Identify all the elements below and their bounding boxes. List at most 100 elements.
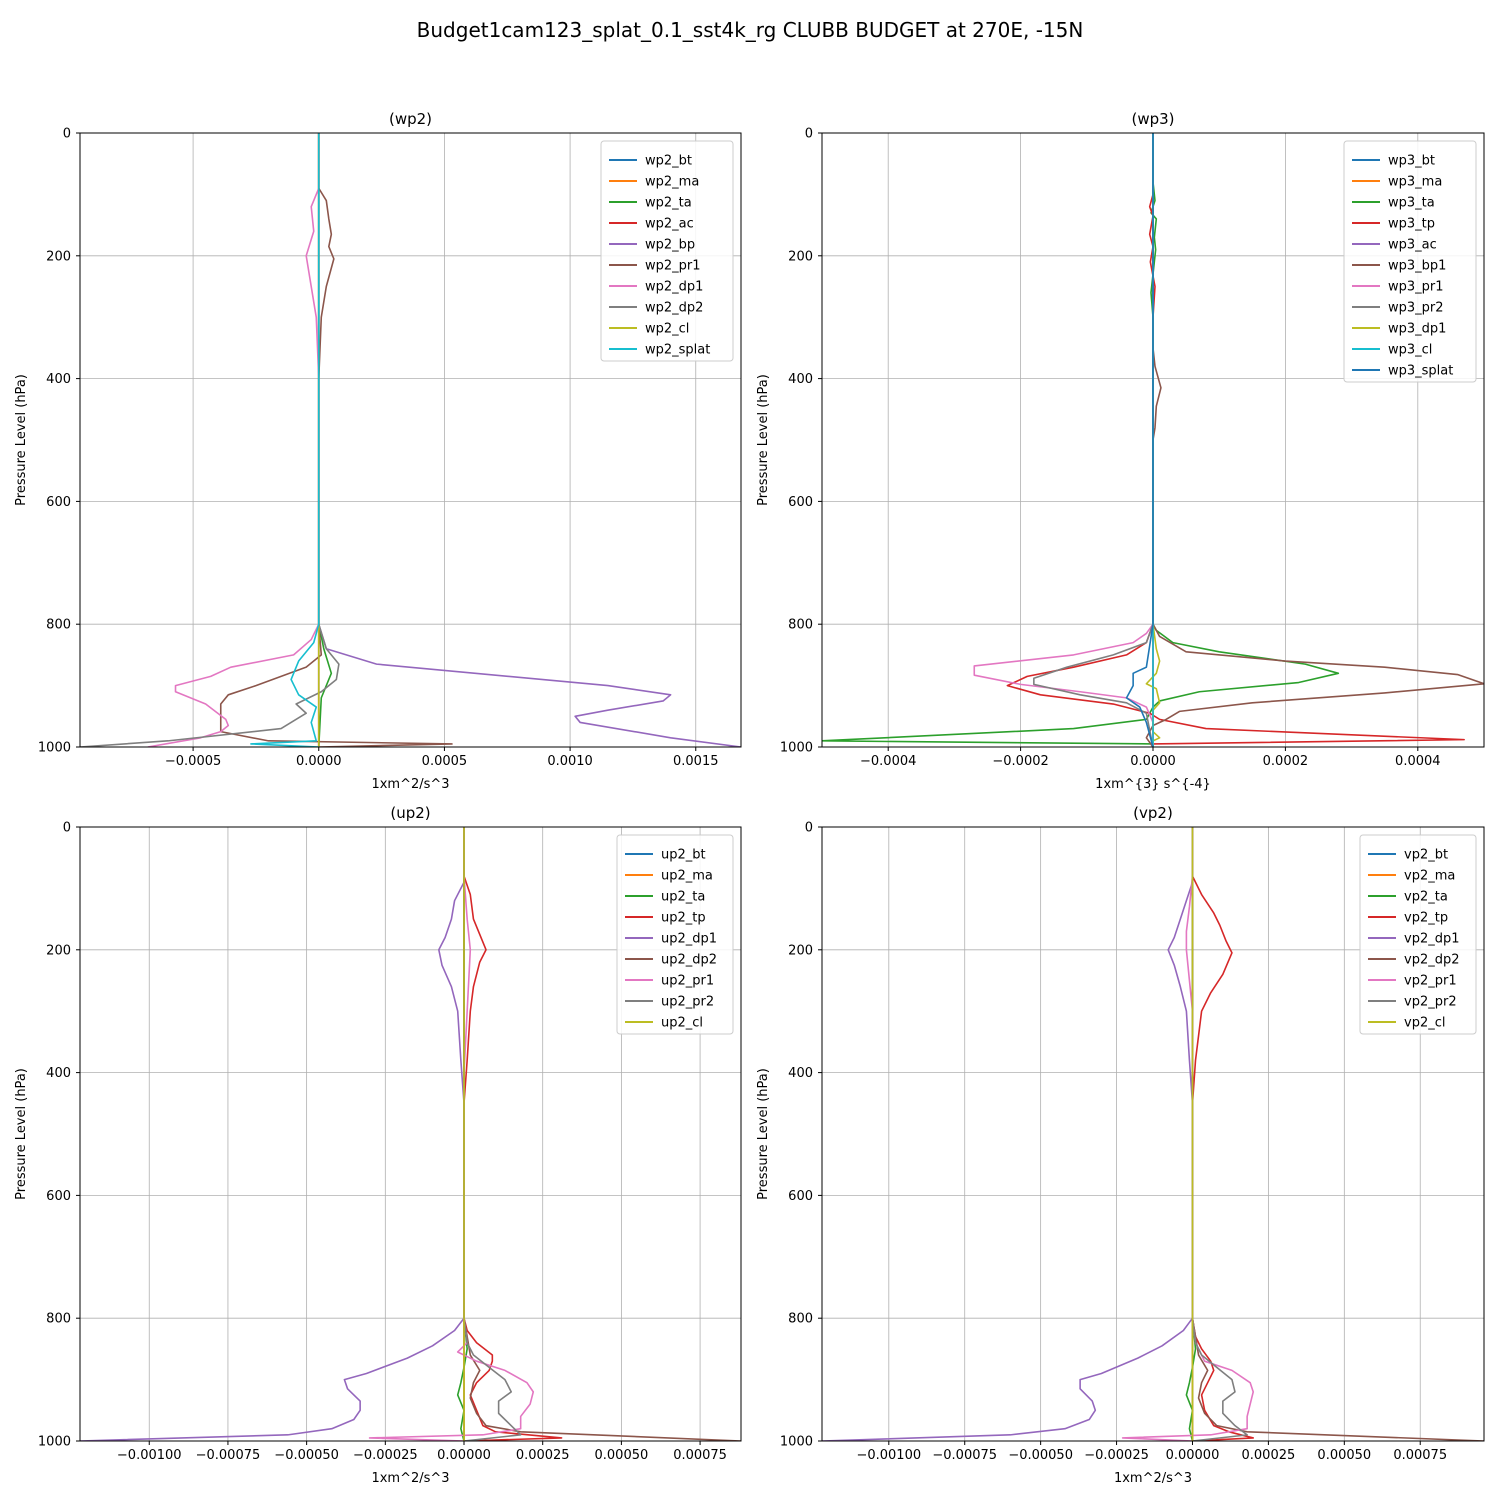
- series-line-wp2_dp1: [147, 133, 320, 747]
- x-tick-label: −0.00075: [932, 1448, 997, 1463]
- legend-entry: up2_ma: [661, 869, 713, 884]
- y-tick-label: 400: [46, 372, 71, 387]
- x-tick-label: −0.00100: [117, 1448, 182, 1463]
- legend-entry: up2_tp: [661, 911, 706, 926]
- y-axis-label: Pressure Level (hPa): [756, 1068, 771, 1200]
- x-tick-label: −0.00050: [274, 1448, 339, 1463]
- legend-entry: wp3_bt: [1388, 154, 1435, 169]
- x-tick-label: −0.00025: [1084, 1448, 1149, 1463]
- y-tick-label: 0: [63, 127, 71, 142]
- legend-entry: wp2_ta: [645, 196, 692, 211]
- x-tick-label: −0.00050: [1008, 1448, 1073, 1463]
- legend-entry: wp3_tp: [1388, 217, 1435, 232]
- subplot-grid: −0.0005 0.0000 0.0005 0.0010 0.0015 0 200 400 60…: [14, 110, 1485, 1486]
- legend-entry: vp2_pr2: [1404, 995, 1457, 1010]
- legend-box: [1359, 834, 1477, 1035]
- legend: up2_bt up2_ma up2_ta up2_tp up2_dp1 up2_dp2up…: [616, 834, 734, 1035]
- y-tick-label: 0: [805, 821, 813, 836]
- legend-entry: up2_pr2: [661, 995, 714, 1010]
- x-axis-label: 1xm^2/s^3: [1114, 1471, 1192, 1486]
- series-line-vp2_pr2: [1191, 827, 1248, 1441]
- series-line-wp3_pr1: [973, 133, 1154, 747]
- x-tick-label: 0.0000: [296, 754, 342, 769]
- x-tick-label: 0.00000: [1166, 1448, 1220, 1463]
- legend: wp2_bt wp2_ma wp2_ta wp2_ac wp2_bp wp2_pr1 wp2…: [600, 140, 734, 362]
- legend-box: [616, 834, 734, 1035]
- x-axis-label: 1xm^2/s^3: [371, 1471, 449, 1486]
- x-tick-label: −0.00075: [196, 1448, 261, 1463]
- subplot-title: (wp2): [389, 110, 432, 128]
- y-tick-label: 200: [788, 249, 813, 264]
- legend-entry: vp2_ta: [1404, 890, 1448, 905]
- legend-entry: up2_bt: [661, 848, 706, 863]
- x-tick-label: 0.00025: [1242, 1448, 1296, 1463]
- y-tick-label: 0: [63, 821, 71, 836]
- subplot-2: −0.0004 −0.0002 0.0000 0.0002 0.0004 0 200 400 6…: [756, 110, 1485, 792]
- y-tick-label: 800: [46, 1312, 71, 1327]
- series-line-wp3_pr2: [1033, 133, 1154, 747]
- y-tick-label: 800: [788, 618, 813, 633]
- legend-entry: wp2_cl: [645, 322, 689, 337]
- x-tick-label: 0.00075: [1393, 1448, 1447, 1463]
- subplot-1: −0.0005 0.0000 0.0005 0.0010 0.0015 0 200 400 60…: [14, 110, 742, 792]
- series-group: [80, 827, 741, 1441]
- y-axis-label: Pressure Level (hPa): [14, 1068, 29, 1200]
- y-tick-label: 1000: [38, 741, 71, 756]
- legend: wp3_bt wp3_ma wp3_ta wp3_tp wp3_ac wp3_bp1 wp3…: [1343, 140, 1477, 383]
- legend-entry: wp3_pr2: [1388, 301, 1444, 316]
- series-line-up2_pr2: [463, 827, 522, 1441]
- y-tick-label: 0: [805, 127, 813, 142]
- legend-entry: vp2_dp2: [1404, 953, 1460, 968]
- series-line-vp2_pr1: [1121, 827, 1255, 1441]
- x-tick-label: 0.0004: [1395, 754, 1441, 769]
- x-tick-label: 0.00025: [516, 1448, 570, 1463]
- x-tick-label: 0.00000: [437, 1448, 491, 1463]
- series-line-vp2_dp1: [822, 827, 1194, 1441]
- figure-title: Budget1cam123_splat_0.1_sst4k_rg CLUBB B…: [417, 18, 1084, 42]
- legend-entry: wp3_dp1: [1388, 322, 1446, 337]
- series-line-up2_dp1: [80, 827, 465, 1441]
- subplot-3: −0.00100 −0.00075 −0.00050 −0.00025 0.00000 0…: [14, 804, 742, 1486]
- legend-entry: vp2_dp1: [1404, 932, 1460, 947]
- subplot-title: (vp2): [1133, 804, 1173, 822]
- legend-entry: wp2_ac: [645, 217, 694, 232]
- y-tick-label: 1000: [38, 1435, 71, 1450]
- y-tick-label: 600: [788, 1189, 813, 1204]
- legend-entry: up2_ta: [661, 890, 705, 905]
- legend-entry: vp2_cl: [1404, 1016, 1445, 1031]
- series-group: [822, 827, 1484, 1441]
- series-line-wp2_splat: [250, 133, 320, 747]
- plot-frame: [79, 132, 742, 748]
- x-tick-label: 0.0010: [547, 754, 593, 769]
- legend-entry: wp3_pr1: [1388, 280, 1444, 295]
- series-line-wp3_dp1: [1145, 133, 1161, 747]
- subplot-title: (wp3): [1131, 110, 1174, 128]
- legend-entry: wp3_ac: [1388, 238, 1437, 253]
- legend-entry: wp3_splat: [1388, 364, 1453, 379]
- legend-entry: wp2_dp1: [645, 280, 703, 295]
- series-line-up2_pr1: [368, 827, 535, 1441]
- y-tick-label: 400: [788, 372, 813, 387]
- series-line-wp2_dp2: [80, 133, 340, 747]
- legend-entry: vp2_bt: [1404, 848, 1448, 863]
- legend: vp2_bt vp2_ma vp2_ta vp2_tp vp2_dp1 vp2_dp2vp…: [1359, 834, 1477, 1035]
- x-tick-label: 0.0000: [1130, 754, 1176, 769]
- legend-entry: wp2_bp: [645, 238, 695, 253]
- y-tick-label: 1000: [780, 1435, 813, 1450]
- y-tick-label: 800: [788, 1312, 813, 1327]
- legend-entry: wp2_dp2: [645, 301, 703, 316]
- series-line-wp2_pr1: [219, 133, 453, 747]
- series-line-wp3_bp1: [1145, 133, 1484, 747]
- legend-entry: up2_dp2: [661, 953, 717, 968]
- x-axis-label: 1xm^{3} s^{-4}: [1095, 777, 1211, 792]
- x-tick-label: −0.0005: [165, 754, 221, 769]
- x-tick-label: −0.0002: [992, 754, 1048, 769]
- y-tick-label: 600: [788, 495, 813, 510]
- y-tick-label: 200: [788, 943, 813, 958]
- y-tick-label: 200: [46, 249, 71, 264]
- legend-entry: wp3_ma: [1388, 175, 1442, 190]
- legend-entry: wp2_splat: [645, 343, 710, 358]
- x-tick-label: −0.00025: [353, 1448, 418, 1463]
- legend-entry: wp3_cl: [1388, 343, 1432, 358]
- series-line-wp3_tp: [1006, 133, 1465, 745]
